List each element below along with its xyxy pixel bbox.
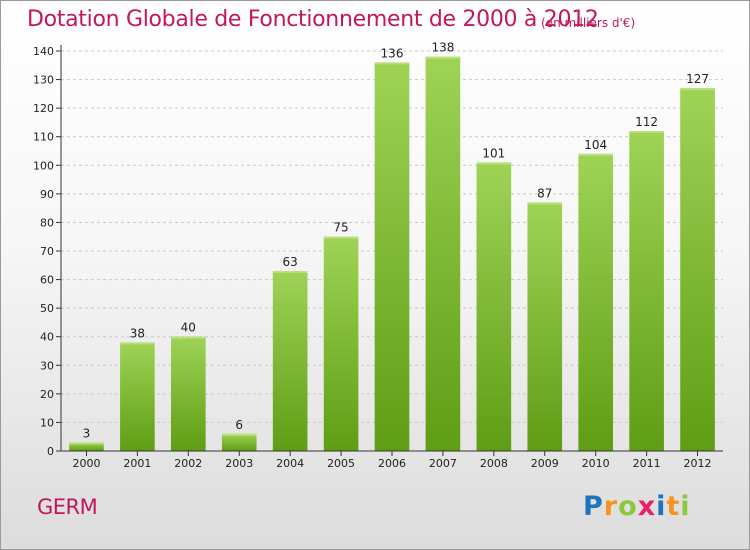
data-label-2004: 63 — [283, 255, 298, 269]
logo-letter: t — [666, 491, 681, 522]
bar-highlight — [221, 433, 257, 436]
commune-name: GERM — [37, 495, 98, 519]
y-tick-label: 10 — [40, 416, 54, 429]
x-tick-label: 2007 — [429, 457, 457, 470]
data-label-2001: 38 — [130, 326, 145, 340]
y-tick-label: 120 — [33, 102, 54, 115]
y-tick-label: 130 — [33, 74, 54, 87]
logo-letter: i — [656, 491, 667, 522]
y-tick-label: 140 — [33, 45, 54, 58]
x-tick-label: 2008 — [480, 457, 508, 470]
bar-2010 — [578, 153, 614, 451]
logo-letter: P — [583, 491, 604, 522]
data-labels-group: 3 38 40 6 63 75 136 138 101 87 104 112 127 — [83, 41, 709, 441]
data-label-2003: 6 — [235, 418, 243, 432]
data-label-2010: 104 — [584, 138, 607, 152]
proxiti-logo: Proxiti — [583, 491, 691, 522]
data-label-2009: 87 — [537, 186, 552, 200]
bar-highlight — [120, 342, 155, 345]
x-tick-label: 2011 — [633, 457, 661, 470]
bar-highlight — [680, 88, 715, 91]
bar-highlight — [323, 236, 359, 239]
y-tick-label: 110 — [33, 131, 54, 144]
bar-highlight — [527, 202, 563, 205]
y-tick-label: 60 — [40, 274, 54, 287]
bar-highlight — [69, 442, 104, 445]
bar-2006 — [374, 62, 410, 452]
y-tick-label: 20 — [40, 388, 54, 401]
bar-2011 — [629, 131, 664, 451]
bar-2001 — [120, 342, 155, 451]
chart-title: Dotation Globale de Fonctionnement de 20… — [27, 7, 599, 32]
x-tick-label: 2012 — [684, 457, 712, 470]
bar-2004 — [272, 271, 308, 451]
logo-letter: x — [637, 491, 657, 522]
y-tick-label: 0 — [47, 445, 54, 458]
logo-letter: o — [618, 491, 638, 522]
bar-highlight — [374, 62, 410, 65]
bar-2007 — [425, 56, 461, 451]
axes-group: 0 10 20 30 40 50 60 70 80 90 100 110 120 130 140 2000 20… — [33, 45, 723, 470]
logo-letter: r — [603, 491, 619, 522]
data-label-2000: 3 — [83, 426, 91, 440]
data-label-2005: 75 — [333, 221, 348, 235]
y-tick-label: 40 — [40, 331, 54, 344]
bar-highlight — [272, 271, 308, 273]
data-label-2012: 127 — [686, 72, 709, 86]
bar-highlight — [476, 162, 512, 165]
y-tick-label: 50 — [40, 302, 54, 315]
y-tick-label: 30 — [40, 359, 54, 372]
bar-highlight — [425, 56, 461, 59]
x-tick-label: 2005 — [327, 457, 355, 470]
bar-2000 — [69, 442, 104, 451]
chart-subtitle: (en milliers d'€) — [541, 16, 636, 30]
x-tick-label: 2002 — [174, 457, 202, 470]
bar-2003 — [221, 433, 257, 451]
data-label-2008: 101 — [482, 146, 505, 160]
bar-2009 — [527, 202, 563, 451]
x-tick-label: 2010 — [582, 457, 610, 470]
x-tick-label: 2009 — [531, 457, 559, 470]
bars-group — [69, 56, 715, 452]
bar-2012 — [680, 88, 715, 452]
logo-letter: i — [680, 491, 691, 522]
x-tick-label: 2000 — [72, 457, 100, 470]
bar-highlight — [629, 131, 664, 133]
x-tick-label: 2003 — [225, 457, 253, 470]
bar-highlight — [170, 336, 206, 339]
y-tick-label: 100 — [33, 159, 54, 172]
bar-2008 — [476, 162, 512, 451]
bar-highlight — [578, 153, 614, 156]
data-label-2007: 138 — [431, 41, 454, 55]
y-tick-label: 80 — [40, 216, 54, 229]
bar-2005 — [323, 236, 359, 451]
data-label-2011: 112 — [635, 115, 658, 129]
y-tick-label: 90 — [40, 188, 54, 201]
data-label-2006: 136 — [381, 46, 404, 60]
x-tick-label: 2004 — [276, 457, 304, 470]
bar-2002 — [170, 336, 206, 451]
x-tick-label: 2001 — [123, 457, 151, 470]
x-tick-label: 2006 — [378, 457, 406, 470]
y-tick-label: 70 — [40, 245, 54, 258]
data-label-2002: 40 — [181, 321, 196, 335]
